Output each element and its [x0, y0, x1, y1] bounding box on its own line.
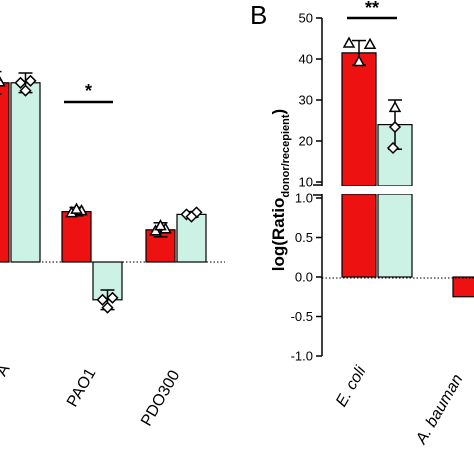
- diamond-marker: [101, 301, 114, 314]
- y-tick-label: 40: [299, 52, 313, 67]
- panel-b-category-label: E. coli: [333, 363, 370, 410]
- panel-a-sig-label: *: [85, 81, 92, 101]
- panel-a-bars: [0, 70, 207, 314]
- y-tick-label: 0.5: [295, 230, 313, 245]
- panel-a-category-label: A: [0, 361, 14, 379]
- bar: [341, 193, 377, 278]
- triangle-marker: [70, 202, 83, 214]
- panel-a-category-label: PAO1: [64, 365, 100, 410]
- triangle-marker: [352, 54, 366, 67]
- bar: [341, 52, 377, 187]
- diamond-marker: [386, 141, 400, 155]
- diamond-marker: [14, 76, 27, 89]
- y-tick-label: 50: [299, 11, 313, 26]
- bar: [10, 82, 41, 263]
- y-tick-label: 1.0: [295, 191, 313, 206]
- triangle-marker: [0, 76, 6, 87]
- triangle-marker: [154, 219, 167, 231]
- panel-b-category-label: A. bauman: [413, 371, 467, 447]
- diamond-marker: [185, 210, 198, 223]
- y-tick-label: 0.0: [295, 270, 313, 285]
- y-tick-label: 10: [299, 175, 313, 190]
- triangle-marker: [388, 100, 402, 113]
- bar: [377, 193, 413, 278]
- y-tick-label: 20: [299, 134, 313, 149]
- bar: [61, 211, 92, 263]
- panel-b-sig-label: **: [365, 0, 379, 18]
- diamond-marker: [24, 74, 37, 87]
- panel-a: * A PAO1 PDO300: [0, 70, 225, 429]
- triangle-marker: [342, 36, 356, 48]
- diamond-marker: [106, 291, 119, 304]
- panel-a-category-label: PDO300: [138, 367, 183, 429]
- ylabel-subscript: donor/recepient: [280, 114, 292, 197]
- y-tick-label: -0.5: [291, 309, 313, 324]
- panel-b: B 50 40 30 20 101.0 0.5 0.0 -0.5 -1.0 ** log(Rat…: [250, 0, 474, 448]
- ylabel-end: ): [269, 109, 288, 115]
- bar: [452, 276, 474, 298]
- panel-b-y-axis-label: log(Ratiodonor/recepient): [269, 109, 292, 271]
- diamond-marker: [96, 293, 109, 306]
- panel-b-letter: B: [250, 0, 267, 30]
- y-tick-label: -1.0: [291, 349, 313, 364]
- ylabel-main: log(Ratio: [269, 198, 288, 272]
- panel-b-axes: 50 40 30 20 101.0 0.5 0.0 -0.5 -1.0: [291, 11, 323, 364]
- bar: [0, 82, 10, 263]
- axis-break-gap: [312, 186, 474, 194]
- y-tick-label: 30: [299, 93, 313, 108]
- panel-b-bars: [341, 36, 474, 298]
- triangle-marker: [363, 37, 377, 49]
- diamond-marker: [388, 120, 402, 134]
- diamond-marker: [19, 84, 32, 97]
